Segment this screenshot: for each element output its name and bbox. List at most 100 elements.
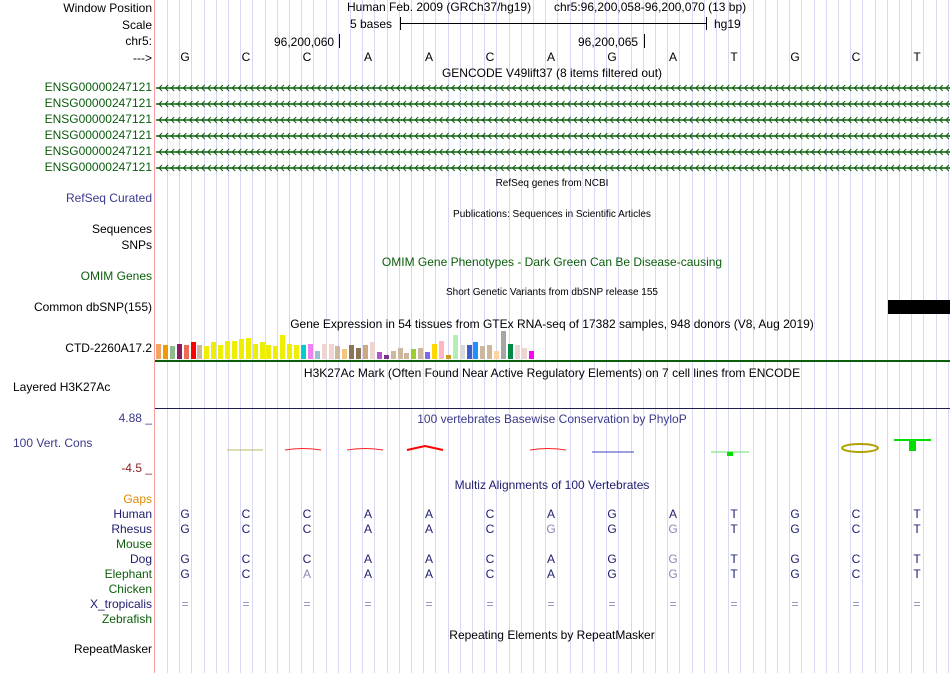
gridline (667, 0, 668, 673)
gtex-tissue-bar[interactable] (342, 349, 348, 359)
gtex-tissue-bar[interactable] (356, 348, 362, 359)
gene-feature[interactable] (156, 97, 950, 111)
gtex-tissue-bar[interactable] (418, 348, 424, 359)
gtex-tissue-bar[interactable] (473, 342, 479, 359)
publications-label-snps[interactable]: SNPs (121, 238, 152, 252)
gtex-tissue-bar[interactable] (480, 346, 486, 359)
gene-label[interactable]: ENSG00000247121 (44, 128, 152, 142)
gene-feature[interactable] (156, 113, 950, 127)
gtex-tissue-bar[interactable] (266, 345, 272, 359)
gtex-tissue-bar[interactable] (259, 342, 265, 359)
gtex-tissue-bar[interactable] (231, 341, 237, 359)
gtex-tissue-bar[interactable] (494, 351, 500, 359)
refseq-label[interactable]: RefSeq Curated (65, 191, 152, 205)
species-label[interactable]: Zebrafish (101, 612, 152, 626)
gridline (777, 0, 778, 673)
gridline (289, 0, 290, 673)
gtex-tissue-bar[interactable] (287, 344, 293, 359)
gene-label[interactable]: ENSG00000247121 (44, 144, 152, 158)
gtex-tissue-bar[interactable] (376, 352, 382, 359)
gtex-tissue-bar[interactable] (238, 339, 244, 359)
gtex-tissue-bar[interactable] (225, 341, 230, 359)
species-label[interactable]: Rhesus (111, 522, 152, 536)
gene-label[interactable]: ENSG00000247121 (44, 96, 152, 110)
aligned-base: T (730, 552, 738, 566)
aligned-base: C (302, 507, 312, 521)
gtex-tissue-bar[interactable] (321, 344, 327, 359)
species-label[interactable]: Chicken (108, 582, 152, 596)
species-label[interactable]: Human (113, 507, 152, 521)
gtex-tissue-bar[interactable] (452, 335, 458, 359)
gtex-tissue-bar[interactable] (514, 345, 520, 359)
gtex-tissue-bar[interactable] (162, 345, 168, 359)
cons-mark (529, 448, 567, 451)
gtex-tissue-bar[interactable] (501, 331, 506, 359)
gene-feature[interactable] (156, 81, 950, 95)
gaps-label[interactable]: Gaps (123, 492, 152, 506)
gtex-tissue-bar[interactable] (280, 335, 286, 359)
gtex-tissue-bar[interactable] (349, 345, 355, 359)
repeatmasker-label[interactable]: RepeatMasker (73, 642, 152, 656)
gtex-bar-chart[interactable] (156, 330, 536, 359)
gene-label[interactable]: ENSG00000247121 (44, 80, 152, 94)
gtex-label[interactable]: CTD-2260A17.2 (65, 341, 152, 355)
gtex-tissue-bar[interactable] (466, 345, 472, 359)
gtex-tissue-bar[interactable] (218, 345, 224, 359)
aligned-base: = (669, 597, 677, 611)
gtex-tissue-bar[interactable] (176, 344, 182, 359)
gtex-tissue-bar[interactable] (425, 352, 431, 359)
species-label[interactable]: Elephant (104, 567, 152, 581)
gtex-tissue-bar[interactable] (245, 338, 251, 359)
gtex-tissue-bar[interactable] (521, 348, 527, 359)
omim-label[interactable]: OMIM Genes (80, 269, 152, 283)
gtex-tissue-bar[interactable] (156, 344, 161, 359)
gtex-tissue-bar[interactable] (314, 351, 320, 359)
gtex-tissue-bar[interactable] (438, 341, 444, 359)
gtex-tissue-bar[interactable] (204, 346, 210, 359)
gene-label[interactable]: ENSG00000247121 (44, 112, 152, 126)
cons-label[interactable]: 100 Vert. Cons (13, 436, 93, 450)
dbsnp-label[interactable]: Common dbSNP(155) (33, 300, 152, 314)
gtex-tissue-bar[interactable] (190, 342, 196, 359)
gtex-tissue-bar[interactable] (183, 345, 189, 359)
gtex-tissue-bar[interactable] (363, 345, 368, 359)
gtex-tissue-bar[interactable] (369, 342, 375, 359)
gene-feature[interactable] (156, 161, 950, 175)
gridline (326, 0, 327, 673)
species-label[interactable]: Mouse (115, 537, 152, 551)
gtex-tissue-bar[interactable] (169, 346, 175, 359)
h3k27ac-label[interactable]: Layered H3K27Ac (13, 380, 111, 394)
publications-label-sequences[interactable]: Sequences (91, 222, 152, 236)
dbsnp-variant[interactable] (888, 300, 950, 314)
species-label[interactable]: X_tropicalis (89, 597, 152, 611)
gtex-tissue-bar[interactable] (307, 344, 313, 359)
gtex-tissue-bar[interactable] (528, 351, 534, 359)
gene-feature[interactable] (156, 145, 950, 159)
position-text[interactable]: chr5:96,200,058-96,200,070 (13 bp) (554, 0, 747, 14)
gtex-tissue-bar[interactable] (487, 345, 493, 359)
gtex-tissue-bar[interactable] (273, 346, 279, 359)
gtex-tissue-bar[interactable] (252, 344, 258, 359)
gene-label[interactable]: ENSG00000247121 (44, 160, 152, 174)
gtex-tissue-bar[interactable] (335, 346, 341, 359)
gtex-tissue-bar[interactable] (459, 345, 465, 359)
gtex-tissue-bar[interactable] (507, 344, 513, 359)
gtex-tissue-bar[interactable] (397, 348, 403, 359)
gtex-tissue-bar[interactable] (445, 355, 451, 359)
gridline (801, 0, 802, 673)
gtex-tissue-bar[interactable] (411, 349, 417, 359)
gene-feature[interactable] (156, 129, 950, 143)
gtex-tissue-bar[interactable] (197, 345, 203, 359)
gtex-tissue-bar[interactable] (294, 345, 299, 359)
aligned-base: T (730, 507, 738, 521)
species-label[interactable]: Dog (129, 552, 152, 566)
aligned-base: A (363, 522, 373, 536)
gtex-tissue-bar[interactable] (404, 353, 410, 359)
gtex-tissue-bar[interactable] (390, 351, 396, 359)
gtex-tissue-bar[interactable] (211, 342, 217, 359)
assembly-title: Human Feb. 2009 (GRCh37/hg19) (347, 0, 532, 14)
gtex-tissue-bar[interactable] (300, 345, 306, 359)
gtex-tissue-bar[interactable] (383, 355, 389, 359)
gtex-tissue-bar[interactable] (328, 344, 334, 359)
gtex-tissue-bar[interactable] (432, 344, 437, 359)
